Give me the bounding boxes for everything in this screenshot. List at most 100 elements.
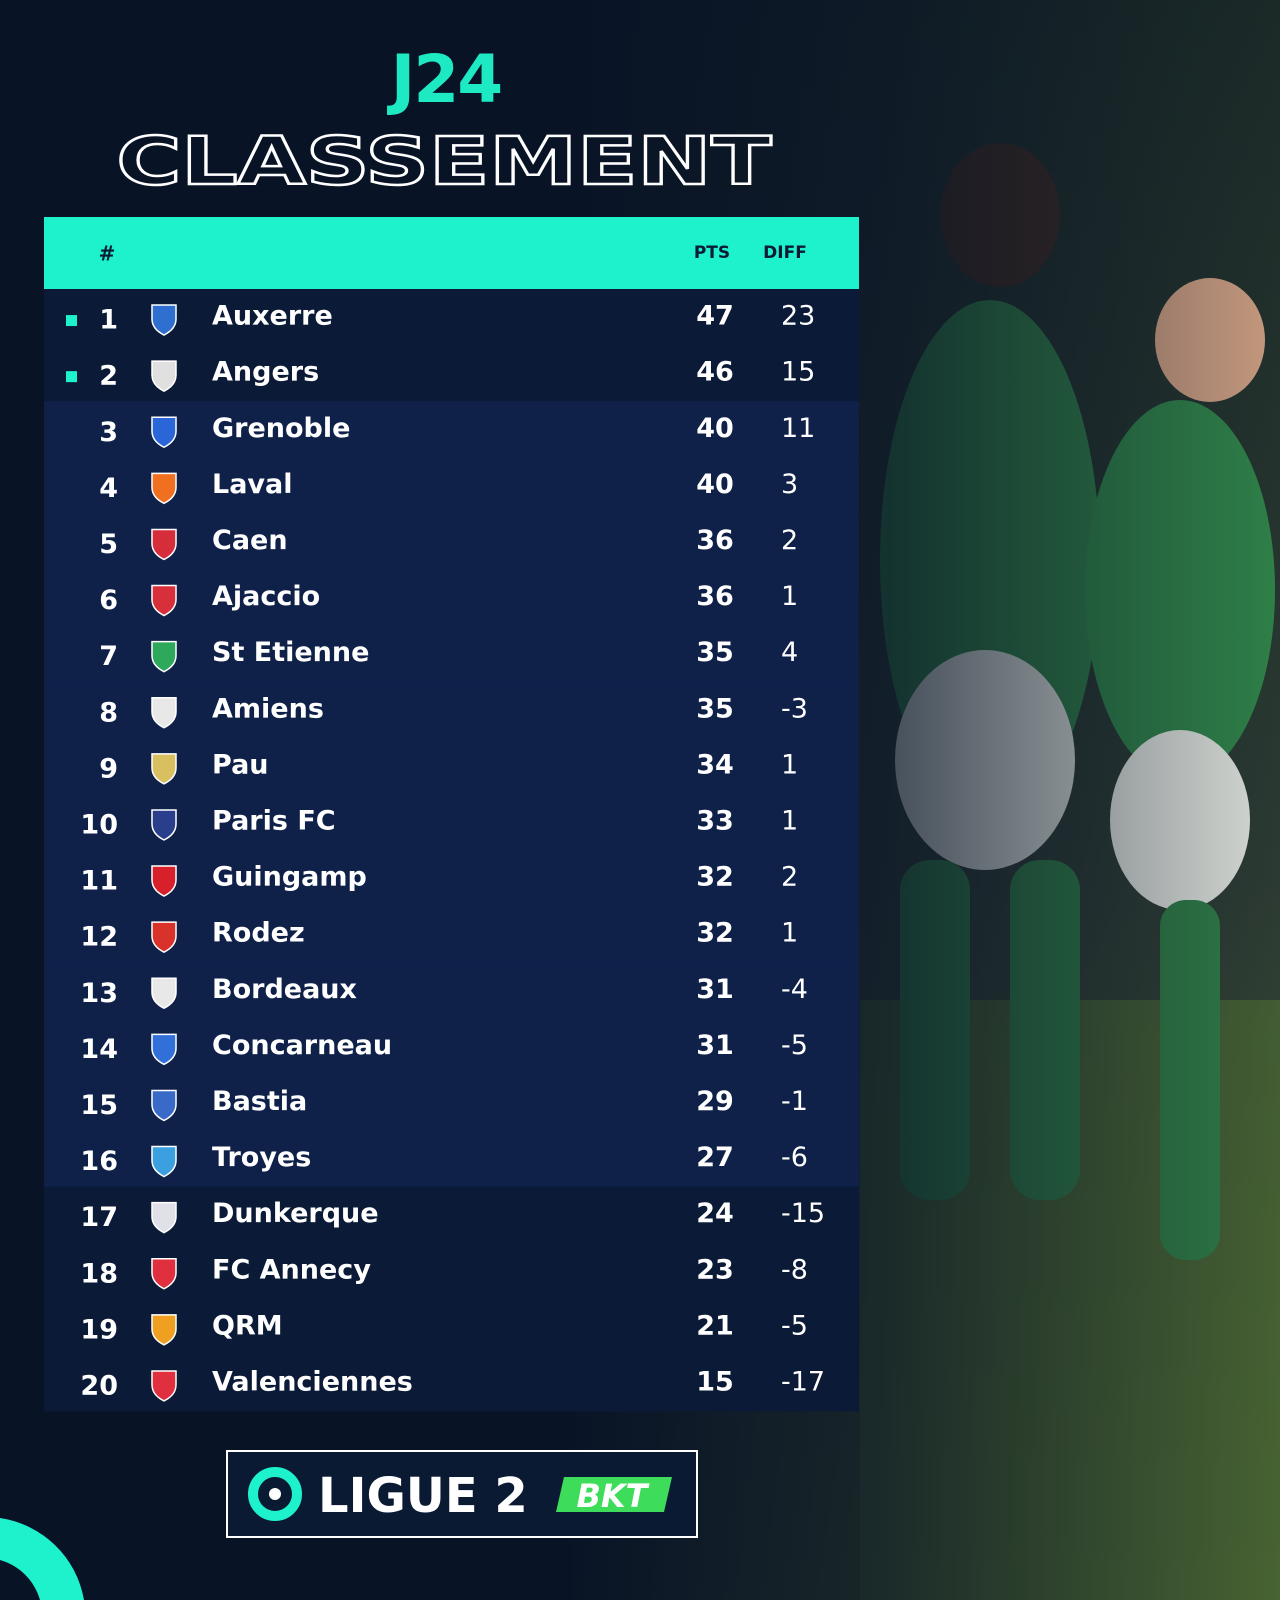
points: 47 bbox=[696, 301, 734, 332]
points: 35 bbox=[696, 693, 734, 724]
row-background bbox=[44, 569, 859, 627]
row-background bbox=[44, 513, 859, 570]
goal-diff: -1 bbox=[781, 1086, 808, 1117]
team-name: Grenoble bbox=[212, 413, 350, 444]
team-crest bbox=[151, 977, 177, 1010]
team-crest bbox=[151, 1258, 177, 1290]
team-crest bbox=[151, 360, 177, 392]
row-background bbox=[44, 962, 859, 1019]
points: 35 bbox=[696, 637, 734, 668]
team-name: Concarneau bbox=[212, 1030, 392, 1061]
rank: 11 bbox=[80, 866, 118, 897]
rank: 2 bbox=[99, 361, 118, 392]
points: 24 bbox=[696, 1198, 734, 1229]
goal-diff: -6 bbox=[781, 1142, 808, 1173]
row-background bbox=[44, 1018, 859, 1075]
row-background bbox=[44, 401, 859, 458]
promotion-marker bbox=[66, 315, 77, 327]
team-name: FC Annecy bbox=[212, 1254, 371, 1285]
goal-diff: 2 bbox=[781, 862, 798, 893]
team-name: Laval bbox=[212, 469, 293, 500]
rank: 19 bbox=[80, 1314, 118, 1345]
promotion-marker bbox=[66, 371, 77, 383]
team-name: Ajaccio bbox=[212, 581, 320, 612]
team-name: Troyes bbox=[212, 1142, 311, 1173]
points: 40 bbox=[696, 413, 734, 444]
rank: 13 bbox=[80, 978, 118, 1009]
rank: 1 bbox=[99, 305, 118, 336]
team-name: Bastia bbox=[212, 1086, 307, 1117]
goal-diff: 3 bbox=[781, 469, 798, 500]
row-background bbox=[44, 906, 859, 963]
team-name: Rodez bbox=[212, 918, 305, 949]
team-crest bbox=[151, 1033, 177, 1066]
points: 29 bbox=[696, 1086, 734, 1117]
team-crest bbox=[151, 1370, 177, 1402]
row-background bbox=[44, 681, 859, 739]
table-header bbox=[44, 217, 859, 289]
points: 21 bbox=[696, 1310, 734, 1341]
goal-diff: -17 bbox=[781, 1366, 825, 1397]
rank: 16 bbox=[80, 1146, 118, 1177]
team-name: Paris FC bbox=[212, 805, 336, 836]
row-background bbox=[44, 1186, 859, 1244]
row-background bbox=[44, 1354, 859, 1412]
team-crest bbox=[151, 1314, 177, 1346]
league-logo: LIGUE 2 BKT bbox=[226, 1450, 698, 1538]
rank: 5 bbox=[99, 529, 118, 560]
column-diff: DIFF bbox=[763, 243, 807, 263]
rank: 9 bbox=[99, 753, 118, 784]
team-crest bbox=[151, 753, 177, 785]
goal-diff: 23 bbox=[781, 301, 815, 332]
points: 31 bbox=[696, 1030, 734, 1061]
team-crest bbox=[151, 304, 177, 336]
goal-diff: 1 bbox=[781, 918, 798, 949]
row-background bbox=[44, 457, 859, 514]
points: 40 bbox=[696, 469, 734, 500]
row-background bbox=[44, 850, 859, 907]
rank: 12 bbox=[80, 922, 118, 953]
column-points: PTS bbox=[694, 243, 730, 263]
league-name: LIGUE 2 bbox=[318, 1468, 528, 1524]
row-background bbox=[44, 1074, 859, 1131]
team-name: Caen bbox=[212, 525, 288, 556]
team-name: Dunkerque bbox=[212, 1198, 379, 1229]
team-name: Amiens bbox=[212, 693, 324, 724]
rank: 15 bbox=[80, 1090, 118, 1121]
goal-diff: 15 bbox=[781, 357, 815, 388]
goal-diff: -4 bbox=[781, 974, 808, 1005]
team-name: Valenciennes bbox=[212, 1366, 413, 1397]
row-background bbox=[44, 793, 859, 851]
round: J24 bbox=[387, 41, 501, 118]
corner-logo bbox=[0, 1518, 84, 1600]
goal-diff: 4 bbox=[781, 637, 798, 668]
rank: 18 bbox=[80, 1258, 118, 1289]
team-crest bbox=[151, 865, 177, 897]
goal-diff: -15 bbox=[781, 1198, 825, 1229]
points: 31 bbox=[696, 974, 734, 1005]
row-background bbox=[44, 1242, 859, 1300]
goal-diff: 2 bbox=[781, 525, 798, 556]
row-background bbox=[44, 737, 859, 795]
rank: 20 bbox=[80, 1370, 118, 1401]
points: 23 bbox=[696, 1254, 734, 1285]
team-crest bbox=[151, 1089, 177, 1122]
goal-diff: -5 bbox=[781, 1030, 808, 1061]
row-background bbox=[44, 289, 859, 346]
points: 32 bbox=[696, 918, 734, 949]
goal-diff: -8 bbox=[781, 1254, 808, 1285]
rank: 4 bbox=[99, 473, 118, 504]
team-crest bbox=[151, 1201, 177, 1234]
team-crest bbox=[151, 697, 177, 729]
team-crest bbox=[151, 809, 177, 841]
team-name: Angers bbox=[212, 357, 319, 388]
team-name: QRM bbox=[212, 1310, 283, 1341]
team-crest bbox=[151, 584, 177, 617]
row-background bbox=[44, 1130, 859, 1188]
team-name: Auxerre bbox=[212, 301, 333, 332]
rank: 6 bbox=[99, 585, 118, 616]
row-background bbox=[44, 1298, 859, 1356]
title: CLASSEMENT bbox=[117, 123, 772, 200]
points: 46 bbox=[696, 357, 734, 388]
